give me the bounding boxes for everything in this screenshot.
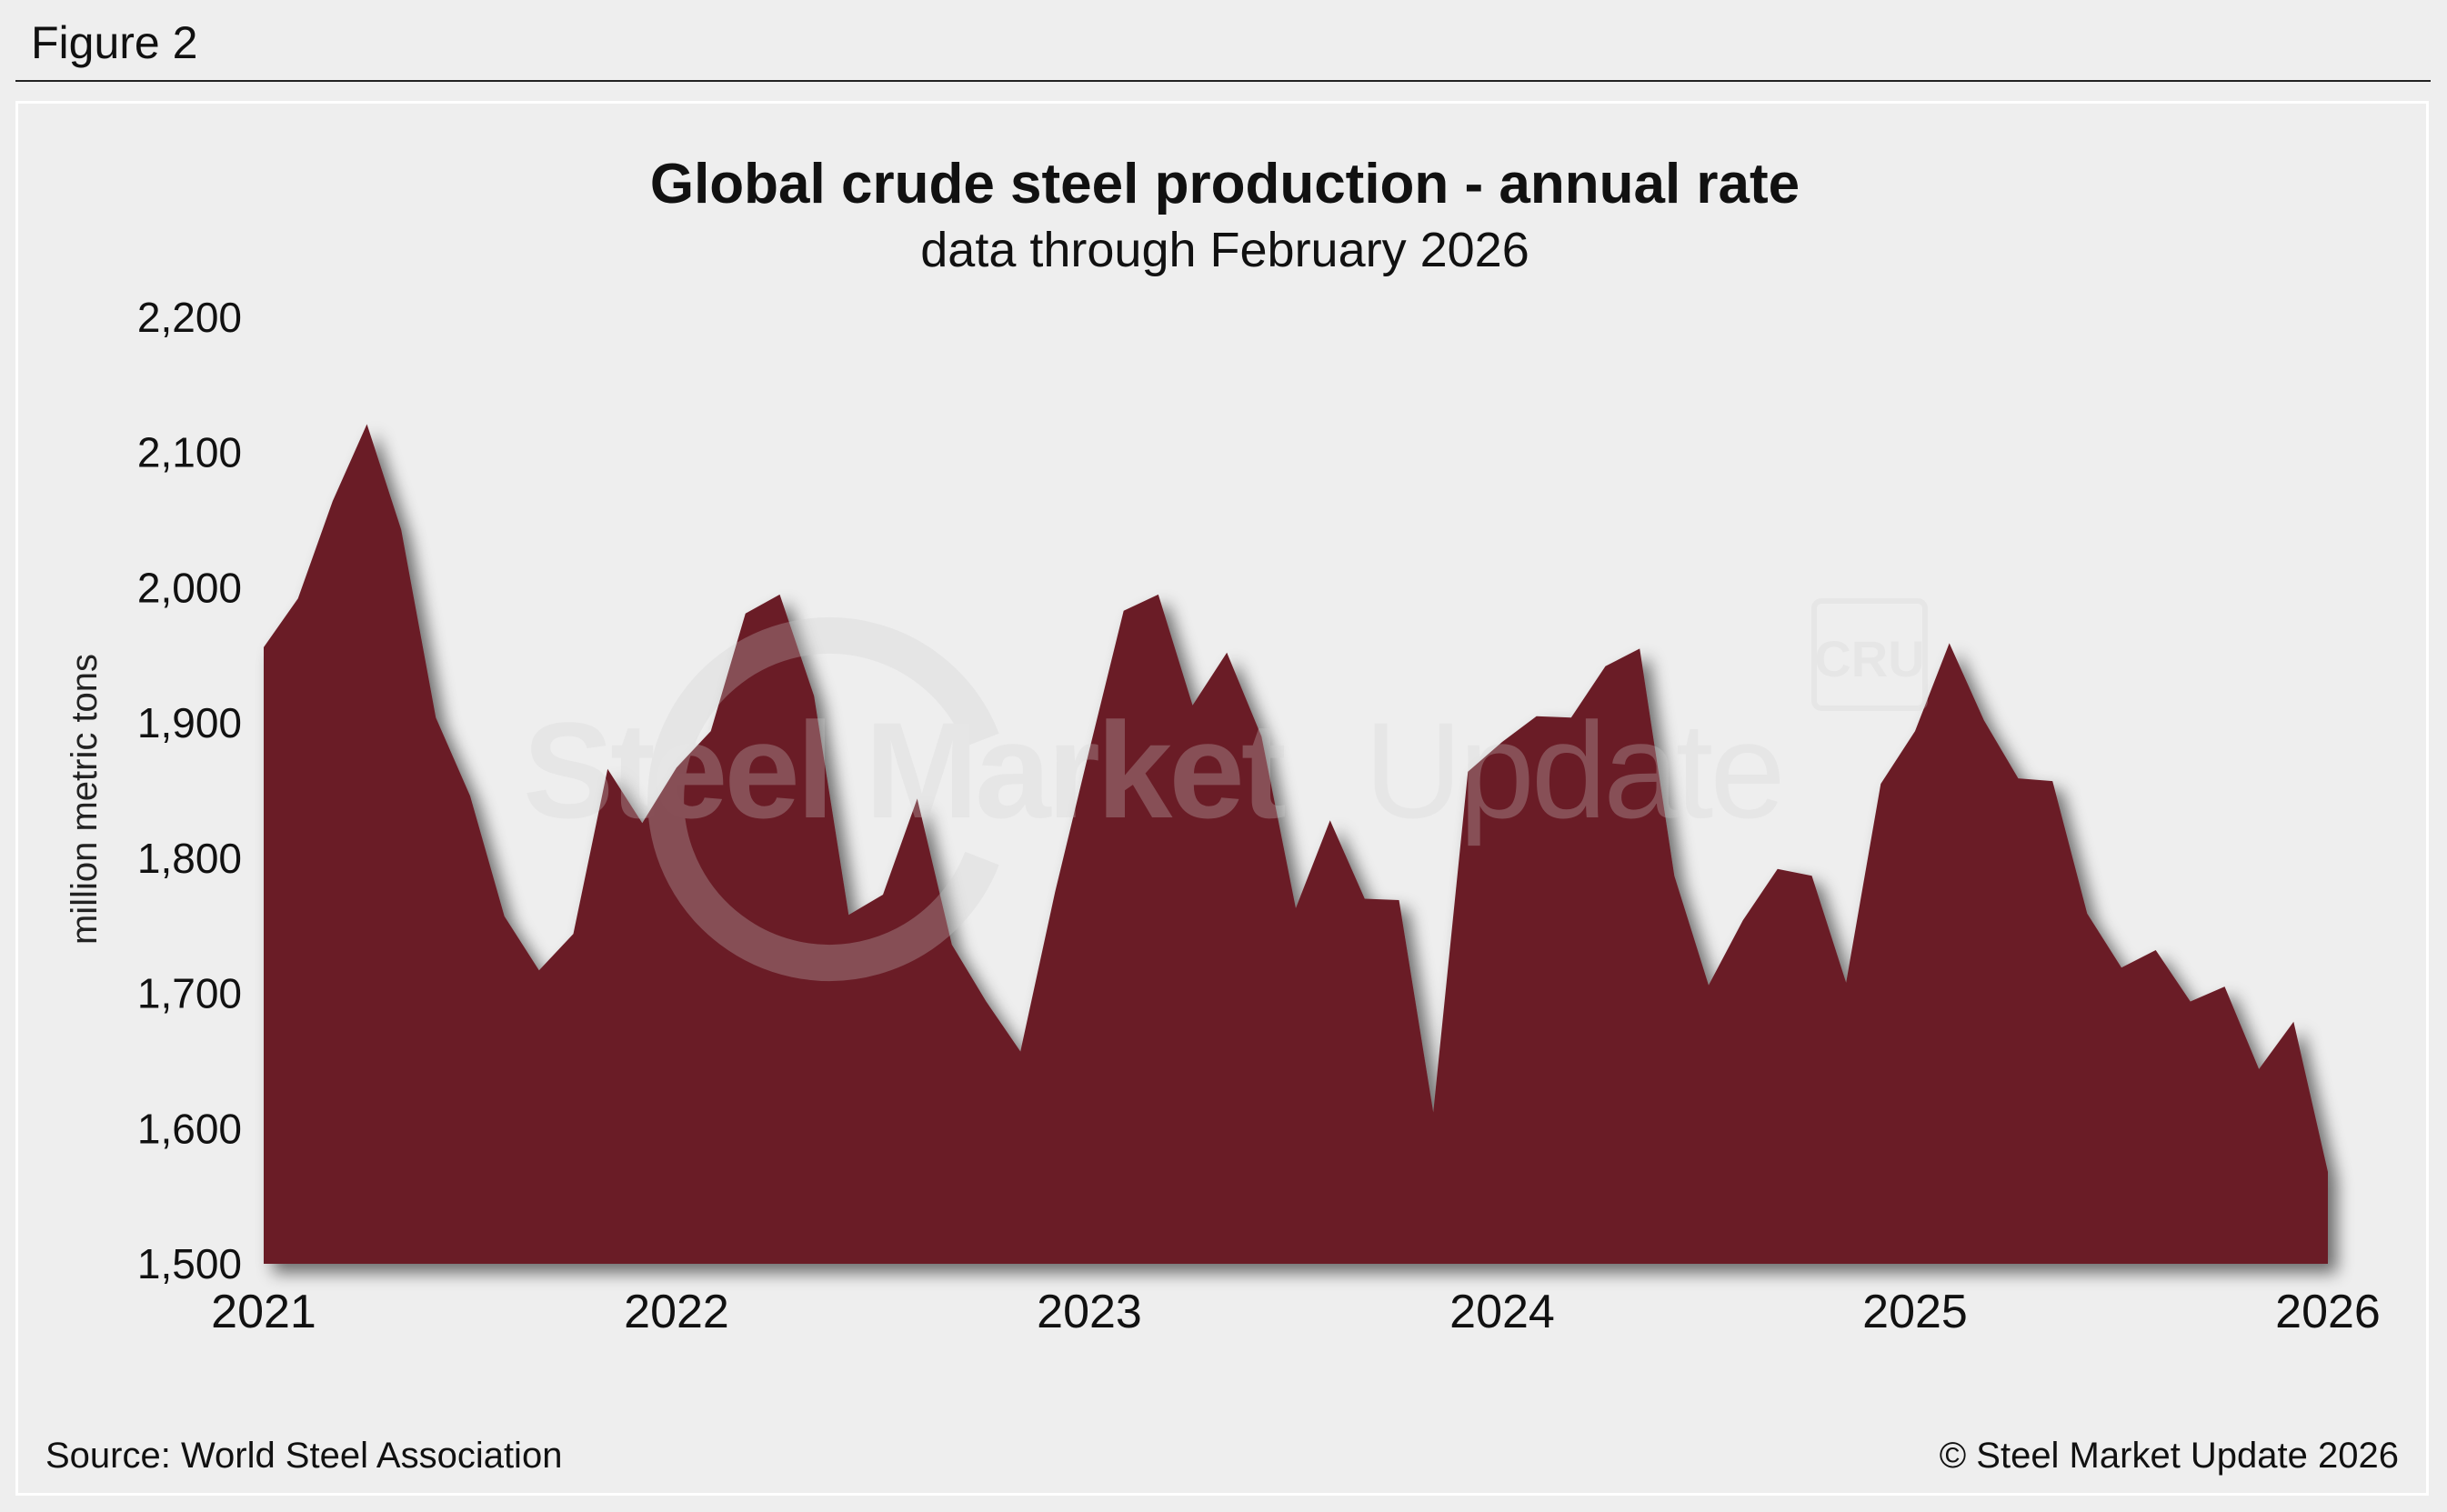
data-point	[467, 793, 473, 798]
data-point	[1362, 896, 1368, 902]
source-note: Source: World Steel Association	[45, 1436, 563, 1476]
data-point	[1156, 592, 1161, 597]
x-tick-label: 2022	[624, 1286, 729, 1338]
x-tick-label: 2025	[1862, 1286, 1968, 1338]
y-axis-label: million metric tons	[65, 654, 105, 945]
watermark-text-bold: Steel Market	[523, 694, 1286, 846]
y-tick-label: 1,500	[137, 1240, 242, 1287]
data-point	[1843, 980, 1849, 986]
data-point	[1947, 640, 1952, 646]
data-point	[1912, 728, 1918, 734]
y-tick-label: 1,800	[137, 835, 242, 882]
axis-ticks: 2,200 2,100 2,000 1,900 1,800 1,700 1,600 1,500…	[137, 294, 2381, 1338]
data-point	[1397, 897, 1402, 903]
data-point	[1810, 873, 1815, 878]
data-point	[398, 527, 404, 533]
data-point	[2119, 965, 2124, 970]
data-point	[296, 596, 301, 601]
data-point	[1775, 866, 1780, 872]
data-point	[1430, 1109, 1436, 1115]
data-point	[502, 914, 507, 919]
figure-label: Figure 2	[31, 17, 198, 68]
y-tick-label: 1,700	[137, 970, 242, 1017]
y-tick-label: 2,100	[137, 429, 242, 476]
copyright-note: © Steel Market Update 2026	[1939, 1436, 2399, 1476]
data-point	[1121, 608, 1127, 614]
y-tick-label: 1,900	[137, 699, 242, 746]
chart-subtitle: data through February 2026	[920, 223, 1529, 277]
data-point	[2153, 947, 2159, 953]
x-tick-label: 2023	[1037, 1286, 1142, 1338]
chart-canvas: Global crude steel production - annual r…	[65, 153, 2381, 1338]
data-point	[2222, 984, 2228, 989]
data-point	[2188, 999, 2193, 1005]
data-point	[1981, 717, 1987, 723]
x-tick-label: 2024	[1449, 1286, 1555, 1338]
watermark-logo-text: CRU	[1814, 630, 1924, 687]
data-point	[261, 645, 266, 650]
data-point	[1706, 983, 1711, 988]
watermark: Steel Market Update CRU	[523, 598, 1928, 981]
data-point	[1637, 646, 1642, 651]
data-point	[1328, 817, 1333, 823]
data-point	[1878, 781, 1883, 786]
data-point	[1671, 873, 1677, 878]
data-point	[846, 912, 851, 917]
data-point	[433, 715, 438, 720]
data-point	[2050, 778, 2055, 784]
data-point	[984, 999, 989, 1005]
data-point	[1740, 917, 1746, 923]
x-tick-label: 2026	[2275, 1286, 2381, 1338]
watermark-text-light: Update	[1364, 694, 1782, 846]
chart-title: Global crude steel production - annual r…	[650, 153, 1800, 215]
x-tick-label: 2021	[211, 1286, 316, 1338]
data-point	[1052, 889, 1058, 895]
area-series-0	[264, 424, 2328, 1264]
data-point	[365, 422, 370, 427]
data-point	[949, 942, 955, 947]
data-point	[330, 498, 336, 504]
data-point	[2291, 1019, 2296, 1025]
data-point	[1293, 906, 1299, 911]
data-point	[743, 611, 748, 616]
data-point	[2084, 911, 2090, 916]
y-tick-label: 2,200	[137, 294, 242, 341]
y-tick-label: 1,600	[137, 1105, 242, 1152]
watermark-swoosh	[647, 617, 999, 981]
data-point	[880, 892, 886, 897]
data-point	[1603, 664, 1609, 669]
data-point	[1018, 1049, 1023, 1055]
figure-divider	[15, 80, 2431, 82]
area-series	[261, 422, 2331, 1264]
data-point	[777, 592, 783, 597]
chart-panel: Global crude steel production - annual r…	[15, 101, 2429, 1496]
data-point	[571, 931, 577, 936]
y-tick-label: 2,000	[137, 564, 242, 611]
data-point	[537, 967, 542, 973]
data-point	[1224, 650, 1229, 656]
data-point	[2016, 776, 2021, 781]
data-point	[2256, 1066, 2261, 1072]
watermark-logo-box	[1811, 598, 1928, 711]
data-point	[2325, 1169, 2331, 1175]
